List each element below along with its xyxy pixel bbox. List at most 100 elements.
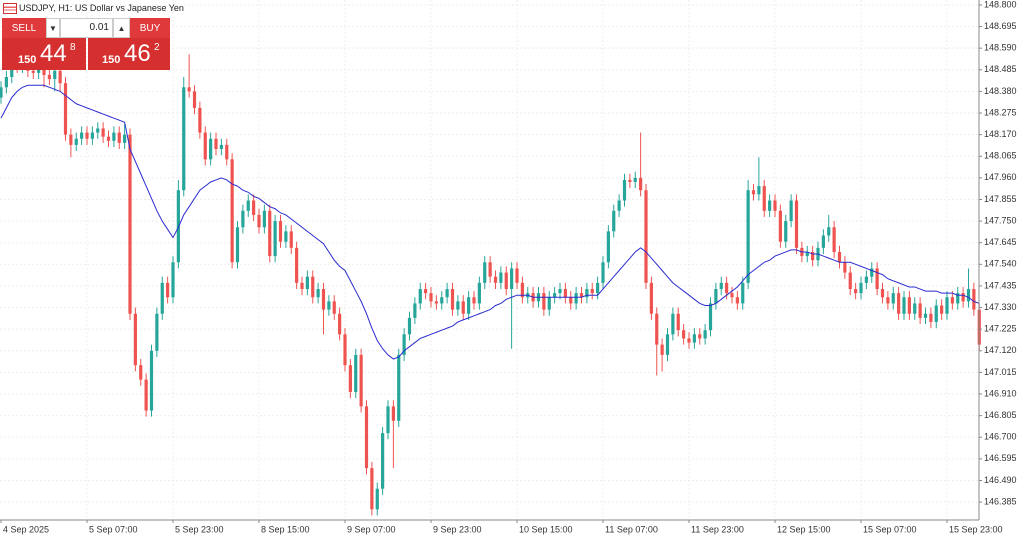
candle-body (639, 177, 643, 191)
candle-body (660, 344, 664, 355)
candle-body (295, 247, 299, 283)
candle-body (155, 313, 159, 351)
candle-body (875, 268, 879, 290)
candle-body (139, 365, 143, 380)
y-tick-label: 146.805 (984, 410, 1017, 420)
candle-body (870, 268, 874, 277)
candle-body (945, 297, 949, 314)
y-tick-label: 147.120 (984, 345, 1017, 355)
candle-body (230, 159, 234, 263)
candle-body (187, 87, 191, 92)
y-tick-label: 146.595 (984, 453, 1017, 463)
volume-input[interactable]: 0.01 (60, 18, 113, 38)
x-tick-label: 15 Sep 23:00 (949, 524, 1003, 534)
y-tick-label: 148.485 (984, 64, 1017, 74)
candle-body (364, 406, 369, 469)
candle-body (665, 334, 670, 355)
candle-body (327, 301, 331, 310)
candle-body (676, 313, 680, 331)
candle-body (47, 74, 51, 80)
candle-body (321, 289, 326, 310)
volume-up[interactable]: ▲ (113, 18, 130, 38)
candle-body (375, 488, 379, 510)
candle-body (714, 289, 718, 304)
candle-body (950, 297, 954, 304)
candle-body (166, 282, 170, 298)
candle-body (424, 289, 428, 294)
candle-body (257, 214, 261, 228)
candle-body (574, 293, 578, 304)
candle-body (198, 107, 202, 133)
candle-body (773, 200, 777, 211)
candle-body (510, 268, 514, 290)
candle-body (149, 350, 154, 411)
candle-body (735, 297, 739, 304)
x-tick-label: 10 Sep 15:00 (519, 524, 573, 534)
candle-body (768, 200, 772, 211)
y-tick-label: 148.590 (984, 43, 1017, 53)
candle-body (182, 87, 186, 191)
candle-body (703, 330, 707, 339)
candle-body (381, 433, 385, 489)
candle-body (542, 293, 546, 310)
x-tick-label: 11 Sep 07:00 (605, 524, 658, 534)
candle-body (601, 262, 605, 283)
candle-body (123, 134, 127, 143)
sell-price[interactable]: 150 44 8 (2, 38, 86, 70)
candle-body (515, 268, 519, 283)
candle-body (262, 210, 266, 228)
buy-point: 2 (154, 42, 160, 53)
candle-body (284, 231, 288, 242)
volume-down[interactable]: ▼ (46, 18, 60, 38)
candle-body (117, 132, 121, 143)
candle-body (698, 334, 702, 339)
buy-price[interactable]: 150 46 2 (88, 38, 170, 70)
y-tick-label: 147.855 (984, 194, 1017, 204)
candle-body (74, 138, 78, 145)
x-tick-label: 5 Sep 23:00 (175, 524, 224, 534)
candle-body (402, 334, 406, 355)
candle-body (4, 76, 8, 88)
candle-body (843, 262, 847, 273)
x-tick-label: 5 Sep 07:00 (89, 524, 138, 534)
candle-body (348, 365, 352, 392)
candle-body (343, 334, 347, 366)
candle-body (225, 144, 229, 160)
buy-button[interactable]: BUY (130, 18, 170, 38)
y-tick-label: 148.800 (984, 0, 1017, 9)
y-tick-label: 147.960 (984, 172, 1017, 182)
candle-body (192, 91, 197, 108)
candle-body (69, 134, 73, 145)
sell-button[interactable]: SELL (2, 18, 46, 38)
candle-body (848, 272, 852, 290)
candle-body (956, 293, 960, 304)
candle-body (837, 251, 842, 263)
candle-body (934, 305, 938, 322)
candle-body (644, 190, 648, 283)
candle-body (612, 210, 616, 232)
candle-body (907, 297, 911, 314)
candle-body (96, 128, 100, 133)
candle-body (622, 179, 627, 201)
candle-body (682, 330, 686, 339)
candle-body (235, 227, 240, 263)
candle-body (811, 251, 815, 261)
candle-body (456, 301, 460, 310)
candle-body (805, 251, 809, 257)
candle-body (133, 313, 137, 366)
candle-body (520, 282, 524, 298)
candle-body (53, 70, 57, 80)
candle-body (563, 289, 567, 298)
candle-body (246, 200, 250, 211)
candle-body (499, 272, 503, 283)
y-tick-label: 148.695 (984, 21, 1017, 31)
candle-body (972, 289, 976, 310)
candle-body (101, 128, 105, 137)
candle-body (219, 144, 223, 150)
candle-body (31, 70, 35, 73)
candle-body (144, 379, 148, 411)
candle-body (633, 177, 637, 182)
candle-body (746, 190, 750, 283)
